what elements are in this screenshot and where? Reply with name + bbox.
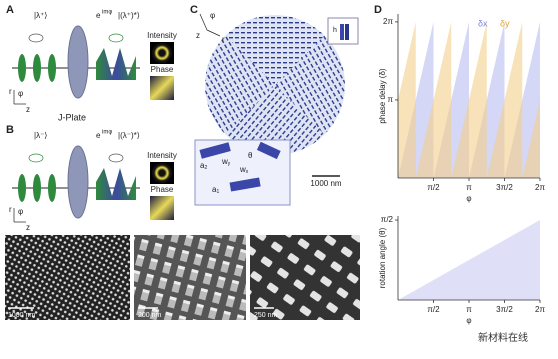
pillar-height: h (333, 27, 337, 34)
x-tick-label: π/2 (427, 305, 440, 314)
label-sub: x (246, 169, 249, 175)
plate-label: J-Plate (58, 112, 86, 122)
phase-factor: e (96, 11, 101, 20)
axis-label: z (196, 31, 200, 40)
legend-entry: δx (478, 18, 488, 28)
panel-label: B (6, 124, 14, 136)
panel-label: D (374, 4, 382, 16)
label-base: w (239, 165, 246, 174)
inset-label: a1 (212, 185, 219, 195)
phase-exponent: imφ (102, 10, 112, 16)
legend-entry: δy (500, 18, 510, 28)
scale-bar: 1000 nm (8, 312, 35, 319)
x-tick-label: 2π (535, 183, 545, 192)
axis-label: φ (18, 207, 23, 216)
scale-bar: 250 nm (254, 312, 278, 319)
x-tick-label: π/2 (427, 183, 440, 192)
output-state: |(λ⁻)*⟩ (118, 131, 140, 140)
area (398, 21, 540, 179)
label-base: a (212, 185, 217, 194)
input-state: |λ⁻⟩ (34, 131, 47, 140)
x-tick-label: 3π/2 (496, 183, 513, 192)
axis-label: z (26, 223, 30, 232)
panel-b: |λ⁻⟩ e imφ |(λ⁻)*⟩ Intensity Phase r φ z (9, 130, 177, 233)
intensity-label: Intensity (147, 31, 177, 40)
axis-label: φ (18, 89, 23, 98)
phase-label: Phase (151, 185, 174, 194)
label-sub: y (228, 161, 231, 167)
input-state: |λ⁺⟩ (34, 11, 47, 20)
label-sub: 2 (204, 165, 207, 171)
axis-label: φ (210, 11, 215, 20)
y-tick-label: 2π (383, 17, 393, 26)
y-tick-label: π (387, 95, 393, 104)
x-tick-label: π (466, 305, 472, 314)
label-base: a (200, 161, 205, 170)
label-base: w (221, 157, 228, 166)
phase-label: Phase (151, 65, 174, 74)
inset-label: wx (239, 165, 249, 175)
label-sub: 1 (216, 189, 219, 195)
panel-label: C (190, 4, 198, 16)
phase-exponent: imφ (102, 130, 112, 136)
x-axis-label: φ (466, 316, 471, 325)
axis-label: r (222, 35, 225, 44)
axis-label: r (9, 205, 12, 214)
panel-c: φ z r h a2 wy wx θ a1 1000 nm (194, 11, 359, 206)
y-tick-label: π/2 (381, 215, 394, 224)
output-state: |(λ⁺)*⟩ (118, 11, 140, 20)
x-tick-label: π (466, 183, 472, 192)
area (398, 220, 540, 300)
scale-bar: 200 nm (138, 312, 162, 319)
label-base: θ (248, 151, 253, 160)
y-axis-label: phase delay (δ) (378, 68, 387, 123)
y-axis-label: rotation angle (θ) (378, 227, 387, 288)
inset-label: wy (221, 157, 231, 167)
axis-label: r (9, 87, 12, 96)
x-tick-label: 2π (535, 305, 545, 314)
inset-label: a2 (200, 161, 207, 171)
axis-label: z (26, 105, 30, 114)
watermark: 新材料在线 (478, 331, 528, 344)
inset-label: θ (248, 151, 253, 160)
panel-label: A (6, 4, 14, 16)
x-tick-label: 3π/2 (496, 305, 513, 314)
scale-bar: 1000 nm (310, 179, 341, 188)
panel-a: |λ⁺⟩ e imφ |(λ⁺)*⟩ Intensity Phase r φ z… (9, 10, 177, 123)
x-axis-label: φ (466, 194, 471, 203)
intensity-label: Intensity (147, 151, 177, 160)
sem-images: 1000 nm 200 nm 250 nm (5, 235, 360, 320)
phase-factor: e (96, 131, 101, 140)
